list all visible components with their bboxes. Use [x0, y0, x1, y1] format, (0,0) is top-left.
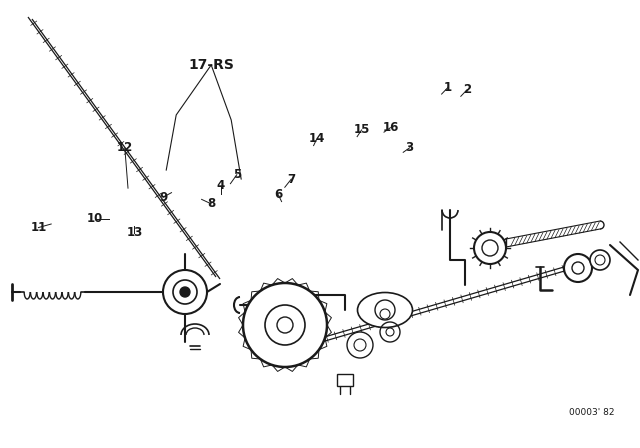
Circle shape: [354, 339, 366, 351]
Circle shape: [277, 317, 293, 333]
Text: 15: 15: [353, 123, 370, 137]
Text: 7: 7: [287, 172, 295, 186]
Text: 00003' 82: 00003' 82: [569, 408, 615, 417]
Text: 8: 8: [207, 197, 215, 211]
Text: 6: 6: [275, 188, 282, 202]
Text: 4: 4: [217, 179, 225, 193]
Text: 3: 3: [406, 141, 413, 155]
Circle shape: [180, 287, 190, 297]
Circle shape: [474, 232, 506, 264]
Text: 9: 9: [159, 190, 167, 204]
Text: 17-RS: 17-RS: [188, 58, 234, 72]
Circle shape: [564, 254, 592, 282]
Text: 10: 10: [86, 212, 103, 225]
Text: 16: 16: [382, 121, 399, 134]
Circle shape: [163, 270, 207, 314]
Circle shape: [590, 250, 610, 270]
Ellipse shape: [358, 293, 413, 327]
Text: 5: 5: [233, 168, 241, 181]
Circle shape: [375, 300, 395, 320]
Text: 12: 12: [116, 141, 133, 155]
Circle shape: [243, 283, 327, 367]
Text: 13: 13: [126, 226, 143, 240]
Text: 14: 14: [308, 132, 325, 146]
Circle shape: [347, 332, 373, 358]
Text: 11: 11: [30, 221, 47, 234]
Text: 1: 1: [444, 81, 452, 94]
Text: 2: 2: [463, 83, 471, 96]
Bar: [337, 374, 353, 386]
